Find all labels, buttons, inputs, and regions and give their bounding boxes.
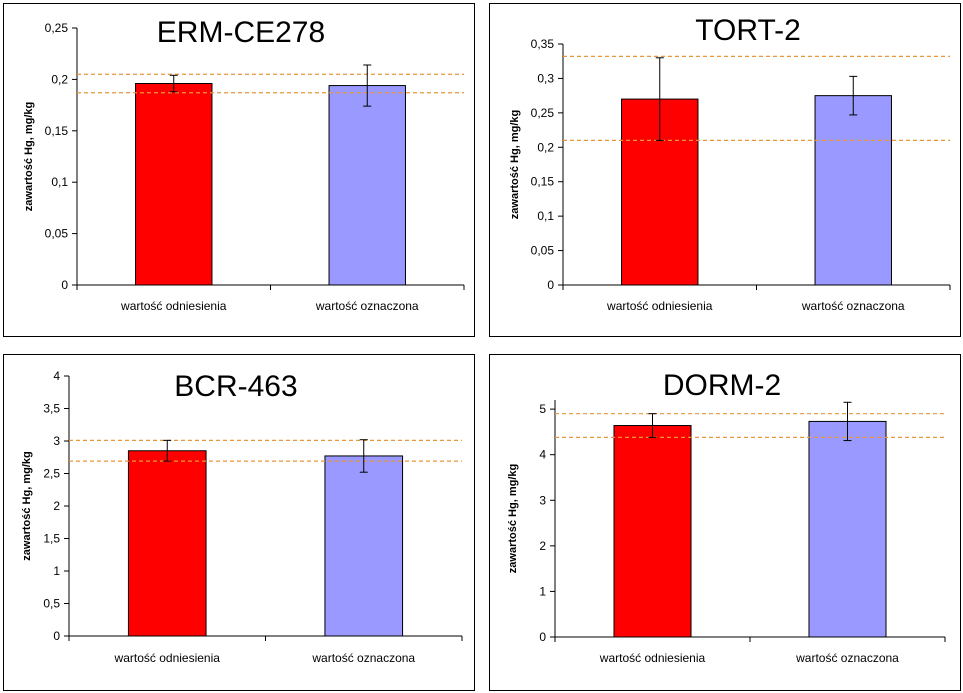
y-tick-label: 0,35 bbox=[531, 37, 555, 51]
chart-panel-erm-ce278: ERM-CE278 zawartość Hg, mg/kg 0 0,05 0,1 0,15… bbox=[3, 3, 475, 337]
y-tick-label: 0 bbox=[61, 278, 68, 292]
chart-svg: BCR-463 zawartość Hg, mg/kg 0 0,5 1 1,5 2 2,5 3 3… bbox=[21, 369, 463, 665]
y-tick-label: 5 bbox=[539, 402, 546, 416]
y-tick-label: 0 bbox=[539, 630, 546, 644]
bar bbox=[135, 83, 213, 286]
x-category-label: wartość odniesienia bbox=[599, 651, 706, 665]
y-axis-label: zawartość Hg, mg/kg bbox=[507, 464, 519, 573]
y-tick-label: 2 bbox=[53, 499, 60, 513]
y-tick-label: 0,25 bbox=[45, 21, 69, 35]
y-axis-label: zawartość Hg, mg/kg bbox=[509, 110, 521, 219]
x-category-label: wartość oznaczona bbox=[795, 651, 899, 665]
y-tick-label: 0,05 bbox=[531, 244, 555, 258]
x-category-label: wartość oznaczona bbox=[801, 299, 905, 313]
bar bbox=[814, 95, 892, 286]
y-tick-label: 1,5 bbox=[43, 532, 60, 546]
bar bbox=[613, 425, 692, 638]
chart-title: ERM-CE278 bbox=[157, 16, 325, 49]
chart-title: DORM-2 bbox=[663, 369, 781, 402]
y-tick-label: 1 bbox=[53, 564, 60, 578]
x-category-label: wartość odniesienia bbox=[120, 299, 227, 313]
chart-panel-bcr-463: BCR-463 zawartość Hg, mg/kg 0 0,5 1 1,5 2 2,5 3 3… bbox=[3, 354, 475, 691]
bar bbox=[808, 420, 887, 638]
chart-svg: ERM-CE278 zawartość Hg, mg/kg 0 0,05 0,1 0,15… bbox=[23, 16, 465, 313]
bar bbox=[328, 85, 406, 286]
y-tick-label: 2 bbox=[539, 539, 546, 553]
y-tick-label: 3 bbox=[53, 434, 60, 448]
x-category-label: wartość oznaczona bbox=[311, 651, 415, 665]
y-tick-label: 3 bbox=[539, 493, 546, 507]
y-tick-label: 0,3 bbox=[537, 71, 554, 85]
chart-title: BCR-463 bbox=[174, 370, 297, 403]
y-tick-label: 0,5 bbox=[43, 597, 60, 611]
chart-panel-tort-2: TORT-2 zawartość Hg, mg/kg 0 0,05 0,1 0,15 0,2… bbox=[489, 3, 961, 337]
y-axis-label: zawartość Hg, mg/kg bbox=[23, 102, 35, 211]
x-category-label: wartość oznaczona bbox=[315, 299, 419, 313]
chart-title: TORT-2 bbox=[695, 14, 801, 47]
y-tick-label: 1 bbox=[539, 584, 546, 598]
y-tick-label: 0,25 bbox=[531, 106, 555, 120]
y-tick-label: 4 bbox=[539, 448, 546, 462]
y-tick-label: 2,5 bbox=[43, 467, 60, 481]
y-axis-label: zawartość Hg, mg/kg bbox=[21, 451, 33, 560]
bar bbox=[127, 450, 207, 637]
x-category-label: wartość odniesienia bbox=[114, 651, 221, 665]
y-tick-label: 0,05 bbox=[45, 227, 69, 241]
y-tick-label: 0,1 bbox=[537, 209, 554, 223]
chart-svg: TORT-2 zawartość Hg, mg/kg 0 0,05 0,1 0,15 0,2… bbox=[509, 14, 951, 313]
y-tick-label: 3,5 bbox=[43, 402, 60, 416]
y-tick-label: 0,15 bbox=[531, 175, 555, 189]
y-tick-label: 0 bbox=[547, 278, 554, 292]
y-tick-label: 0,2 bbox=[537, 140, 554, 154]
y-tick-label: 0,15 bbox=[45, 124, 69, 138]
y-tick-label: 0,1 bbox=[51, 175, 68, 189]
bar bbox=[324, 455, 404, 637]
x-category-label: wartość odniesienia bbox=[606, 299, 713, 313]
y-tick-label: 0,2 bbox=[51, 72, 68, 86]
chart-svg: DORM-2 zawartość Hg, mg/kg 0 1 2 3 4 5 wartość o… bbox=[507, 369, 946, 665]
y-tick-label: 4 bbox=[53, 369, 60, 383]
y-tick-label: 0 bbox=[53, 629, 60, 643]
chart-panel-dorm-2: DORM-2 zawartość Hg, mg/kg 0 1 2 3 4 5 wartość o… bbox=[489, 354, 961, 691]
